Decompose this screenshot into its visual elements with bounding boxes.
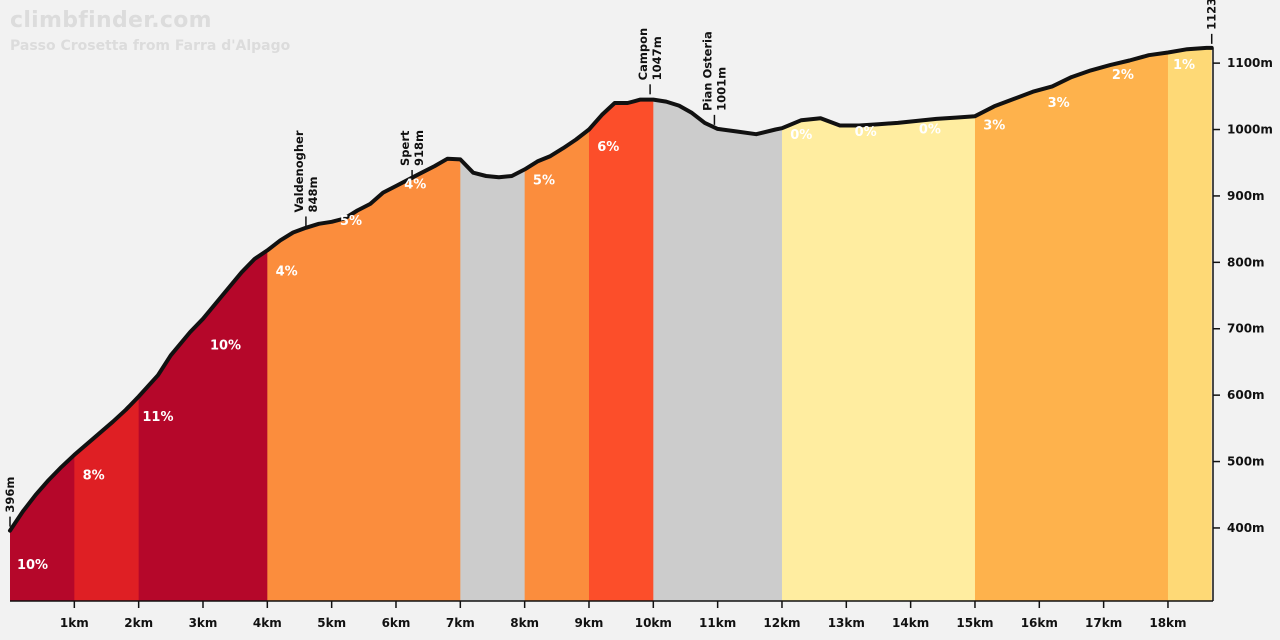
y-tick-label: 1100m <box>1227 56 1273 70</box>
x-tick-label: 16km <box>1021 616 1058 630</box>
y-tick-label: 700m <box>1227 322 1265 336</box>
x-tick-label: 14km <box>892 616 929 630</box>
grade-segment <box>460 47 526 601</box>
x-tick-label: 2km <box>124 616 153 630</box>
grade-label: 0% <box>919 123 941 138</box>
waypoint-annotation: Valdenogher 848m <box>292 130 320 227</box>
grade-segment <box>1103 47 1169 601</box>
y-tick-label: 400m <box>1227 521 1265 535</box>
x-tick-label: 17km <box>1085 616 1122 630</box>
grade-segment <box>74 47 140 601</box>
grade-label: 2% <box>1112 68 1134 83</box>
waypoint-elevation: 918m <box>412 130 426 166</box>
waypoint-elevation: 396m <box>3 477 17 513</box>
waypoint-annotation: Spert 918m <box>398 130 426 180</box>
grade-segment <box>1167 47 1212 601</box>
grade-segment <box>10 47 75 601</box>
grade-segment <box>653 47 783 601</box>
grade-label: 8% <box>83 468 105 483</box>
y-tick-label: 600m <box>1227 388 1265 402</box>
grade-segment <box>588 47 654 601</box>
waypoint-elevation: 1047m <box>650 36 664 80</box>
grade-label: 11% <box>142 410 173 425</box>
waypoint-name: Valdenogher <box>292 130 306 212</box>
grade-segment <box>781 47 976 601</box>
waypoint-annotation: 1123m <box>1205 0 1219 44</box>
x-tick-label: 5km <box>317 616 346 630</box>
brand-logo-text: climbfinder.com <box>10 8 212 33</box>
grade-label: 5% <box>533 174 555 189</box>
waypoint-elevation: 1123m <box>1205 0 1219 30</box>
waypoint-name: Spert <box>398 130 412 166</box>
x-axis: 1km 2km 3km 4km 5km 6km 7km 8km 9km 10km 11km 12km 1… <box>10 600 1213 630</box>
x-tick-label: 3km <box>189 616 218 630</box>
grade-label: 3% <box>983 119 1005 134</box>
grade-label: 10% <box>210 338 241 353</box>
grade-segment <box>974 47 1105 601</box>
x-tick-label: 10km <box>635 616 672 630</box>
waypoint-annotation: Pian Osteria 1001m <box>700 31 728 125</box>
y-tick-label: 500m <box>1227 455 1265 469</box>
y-tick-label: 800m <box>1227 255 1265 269</box>
waypoint-annotation: Campon 1047m <box>636 28 664 95</box>
y-tick-label: 1000m <box>1227 123 1273 137</box>
waypoint-elevation: 1001m <box>714 67 728 111</box>
grade-label: 4% <box>276 265 298 280</box>
chart-subtitle: Passo Crosetta from Farra d'Alpago <box>10 38 291 54</box>
grade-label: 1% <box>1173 58 1195 73</box>
x-tick-label: 4km <box>253 616 282 630</box>
waypoint-elevation: 848m <box>306 176 320 212</box>
grade-label: 10% <box>17 558 48 573</box>
grade-label: 0% <box>790 128 812 143</box>
waypoint-name: Pian Osteria <box>700 31 714 111</box>
x-tick-label: 12km <box>763 616 800 630</box>
x-tick-label: 18km <box>1149 616 1186 630</box>
grade-segment <box>138 47 268 601</box>
grade-label: 4% <box>404 178 426 193</box>
waypoint-annotation: 396m <box>3 477 17 527</box>
x-tick-label: 7km <box>446 616 475 630</box>
x-tick-label: 13km <box>828 616 865 630</box>
elevation-profile-line <box>8 45 1214 533</box>
x-tick-label: 11km <box>699 616 736 630</box>
waypoint-name: Campon <box>636 28 650 81</box>
y-tick-label: 900m <box>1227 189 1265 203</box>
x-tick-label: 1km <box>60 616 89 630</box>
grade-segment <box>524 47 590 601</box>
grade-segment <box>267 47 461 601</box>
grade-label: 5% <box>340 214 362 229</box>
grade-label: 0% <box>855 125 877 140</box>
x-tick-label: 6km <box>382 616 411 630</box>
x-tick-label: 8km <box>510 616 539 630</box>
grade-label: 3% <box>1048 96 1070 111</box>
x-tick-label: 15km <box>956 616 993 630</box>
grade-label: 6% <box>597 140 619 155</box>
y-axis: 400m 500m 600m 700m 800m 900m 1000m 1100m <box>1212 47 1273 601</box>
waypoint-annotations: 396m Valdenogher 848m Spert 918m Campon 1047m P… <box>3 0 1219 527</box>
x-tick-label: 9km <box>575 616 604 630</box>
grade-labels: 10% 8% 11% 10% 4% 5% 4% 5% 6% 0% 0% 0% 3% 3% 2% 1% <box>17 58 1195 573</box>
